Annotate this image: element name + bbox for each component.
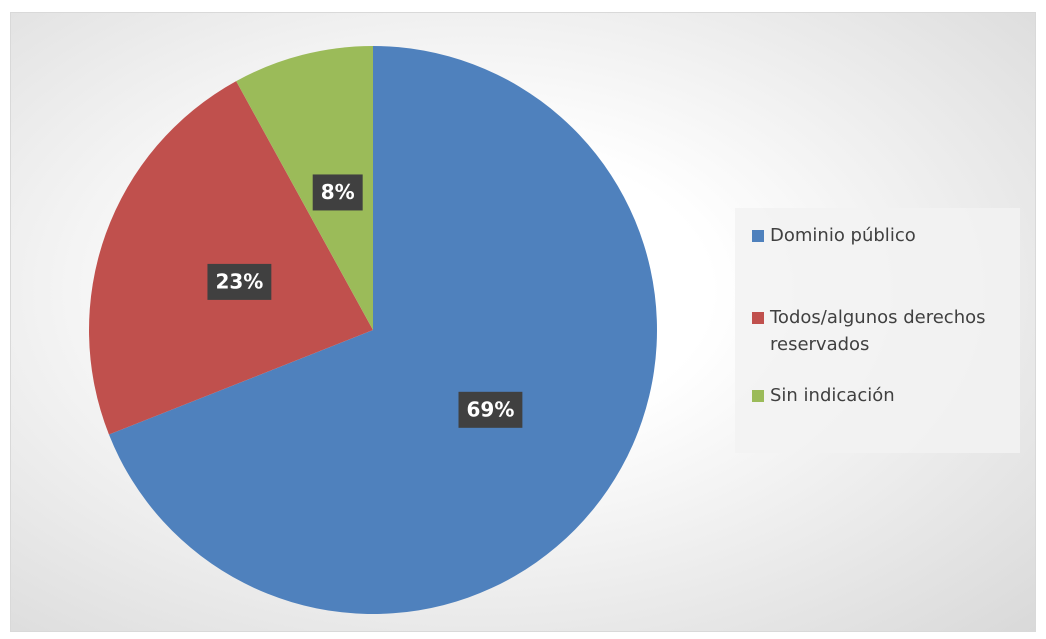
data-label: 8% (321, 180, 355, 204)
legend-swatch (752, 230, 764, 242)
pie-slice (236, 46, 373, 330)
data-label-bg (312, 174, 363, 211)
legend-label: Dominio público (770, 225, 916, 246)
pie-slice (108, 46, 657, 614)
data-label-group: 8% (312, 174, 363, 211)
legend-item: Sin indicación (752, 382, 1012, 409)
legend-label: Sin indicación (770, 385, 895, 406)
data-label-bg (458, 391, 523, 428)
legend-label: Todos/algunos derechos reservados (770, 307, 986, 355)
data-label: 69% (467, 397, 515, 421)
legend-swatch (752, 312, 764, 324)
legend-item: Todos/algunos derechos reservados (752, 304, 1012, 358)
legend-item: Dominio público (752, 222, 1012, 249)
data-label-group: 69% (458, 391, 523, 428)
legend: Dominio público Todos/algunos derechos re… (735, 208, 1020, 453)
data-label: 23% (215, 269, 263, 293)
legend-swatch (752, 390, 764, 402)
data-label-group: 23% (207, 263, 272, 300)
data-label-bg (207, 263, 272, 300)
pie-slice (89, 81, 373, 435)
